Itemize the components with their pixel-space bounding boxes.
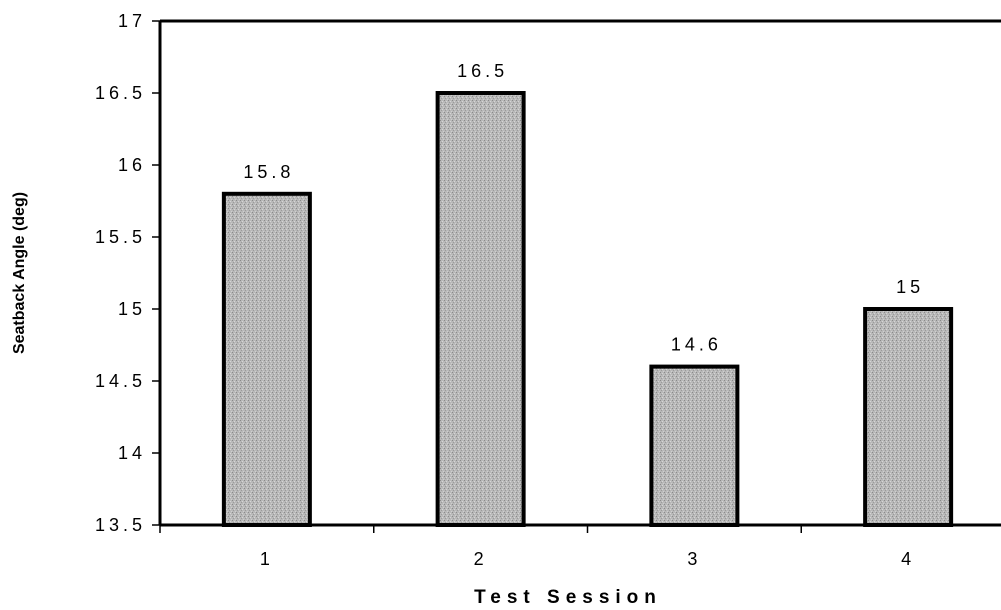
y-tick-label: 15 [118,299,146,319]
x-tick-label: 4 [901,549,915,569]
data-labels: 15.8 16.5 14.6 15 [243,61,924,355]
y-tick-label: 14 [118,443,146,463]
data-label-session-2: 16.5 [457,61,508,81]
x-axis-title: Test Session [474,587,662,608]
x-tick-label: 3 [687,549,701,569]
y-tick-label: 16.5 [95,83,146,103]
y-tick-label: 17 [118,11,146,31]
y-tick-label: 16 [118,155,146,175]
x-tick-label: 1 [260,549,274,569]
bar-session-1 [221,191,312,528]
bar-series [221,91,954,528]
y-tick-label: 13.5 [95,515,146,535]
y-tick-label: 14.5 [95,371,146,391]
y-axis: 13.5 14 14.5 15 15.5 16 16.5 17 [95,11,160,535]
data-label-session-1: 15.8 [243,162,294,182]
data-label-session-4: 15 [896,277,924,297]
bar-session-2 [435,91,526,527]
x-axis: 1 2 3 4 [159,525,915,569]
bar-session-3 [649,364,740,527]
y-tick-label: 15.5 [95,227,146,247]
bar-session-4 [863,307,954,527]
x-tick-label: 2 [474,549,488,569]
data-label-session-3: 14.6 [671,335,722,355]
y-axis-title: Seatback Angle (deg) [11,192,28,354]
